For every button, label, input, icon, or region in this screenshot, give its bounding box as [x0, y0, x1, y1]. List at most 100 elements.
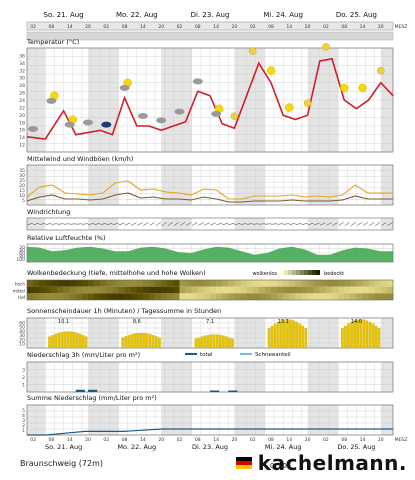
wind-arrow — [344, 222, 350, 226]
cloud-cell — [130, 293, 138, 300]
precip3h-title: Niederschlag 3h (mm/Liter pro m²) — [27, 351, 140, 359]
cloud-cell — [173, 293, 180, 300]
sunshine-bar — [368, 321, 372, 349]
sunshine-bar — [371, 323, 375, 349]
sunshine-bar — [84, 336, 88, 349]
sunshine-bar — [273, 323, 277, 349]
sunshine-bar — [194, 338, 198, 349]
humidity-area — [27, 246, 393, 262]
bottom-hour-tick: 02 — [177, 437, 183, 443]
cloud-cell — [332, 280, 339, 287]
precip-legend-total: total — [200, 352, 213, 358]
cloud-legend-swatch — [308, 270, 312, 275]
sunshine-bar — [280, 320, 283, 349]
winddir-title: Windrichtung — [27, 208, 70, 216]
sunshine-title: Sonnenscheindauer 1h (Minuten) / Tagessu… — [27, 307, 221, 315]
cloud-cell — [289, 293, 296, 300]
cloud-cell — [246, 286, 253, 294]
cloud-cell — [386, 280, 394, 287]
temperature-y-tick: 30 — [19, 76, 25, 82]
cloud-cell — [100, 293, 107, 300]
precip-legend-total-swatch — [185, 353, 197, 355]
precip3h-y-tick: 2 — [22, 375, 25, 381]
cloud-cell — [307, 293, 314, 300]
wind-arrow — [75, 223, 82, 225]
cloud-legend-right: bedeckt — [324, 271, 344, 277]
sunshine-bar — [60, 332, 64, 349]
cloud-cell — [57, 280, 64, 287]
sunshine-bar — [359, 319, 362, 349]
cloud-cell — [81, 280, 89, 287]
cloud-cell — [271, 286, 278, 294]
cloud-cell — [271, 280, 278, 287]
wind-arrow — [210, 222, 216, 226]
day-label: Mi. 24. Aug — [263, 11, 302, 19]
hour-tick: 08 — [122, 24, 128, 30]
sunshine-bar — [374, 325, 378, 349]
wind-arrow — [179, 222, 186, 226]
cloud-cell — [81, 286, 89, 294]
night-band — [161, 405, 192, 435]
humidity-y-tick: 60 — [19, 251, 25, 257]
cloud-cell — [264, 286, 272, 294]
panel-frame — [26, 279, 394, 301]
cloud-cell — [63, 280, 70, 287]
cloud-cell — [51, 293, 58, 300]
sunshine-daily-sum: 10.1 — [58, 319, 69, 325]
cloud-cell — [325, 286, 333, 294]
moon-icon — [322, 43, 330, 51]
wind-arrow — [39, 223, 46, 225]
bottom-hour-tick: 08 — [195, 437, 201, 443]
humidity-y-tick: 100 — [16, 257, 25, 263]
precipsum-y-tick: 3 — [22, 418, 25, 424]
cloud-legend-swatch — [284, 270, 288, 275]
cloud-cell — [51, 286, 58, 294]
night-band — [161, 165, 192, 205]
sunshine-bar — [344, 325, 347, 349]
cloud-cell — [81, 293, 89, 300]
wind-arrow — [185, 222, 192, 226]
sun-icon — [266, 66, 276, 75]
cloud-cell — [301, 293, 308, 300]
cloud-cell — [33, 293, 40, 300]
sunshine-y-tick: 20 — [19, 337, 25, 343]
wind-arrow — [143, 222, 149, 226]
hour-tick: 20 — [232, 24, 238, 30]
wind-arrow — [33, 222, 40, 226]
cloud-cell — [136, 286, 144, 294]
cloud-cell — [234, 280, 241, 287]
cloud-icon — [46, 97, 57, 104]
cloud-cell — [33, 280, 40, 287]
bottom-hour-tick: 14 — [213, 437, 219, 443]
panel-frame — [26, 164, 394, 206]
cloud-row-label: tief — [18, 295, 25, 300]
wind-arrow — [216, 222, 223, 226]
hour-tick: 02 — [177, 24, 183, 30]
wind-arrow — [155, 222, 161, 226]
cloud-cell — [368, 286, 375, 294]
night-band — [380, 405, 393, 435]
wind-y-tick: 5 — [22, 198, 25, 204]
wind-arrow — [277, 223, 284, 225]
cloud-cell — [264, 293, 272, 300]
moon-icon — [248, 47, 257, 55]
cloud-cell — [130, 280, 138, 287]
temperature-y-tick: 12 — [19, 143, 25, 149]
precip3h-y-tick: 3 — [22, 368, 25, 374]
wind-arrow — [234, 223, 241, 225]
cloud-cell — [100, 286, 107, 294]
wind-arrow — [246, 223, 253, 225]
temperature-y-tick: 26 — [19, 91, 25, 97]
cloud-cell — [27, 280, 34, 287]
precip-bar — [88, 389, 98, 392]
sunshine-bar — [222, 335, 225, 349]
cloud-cell — [112, 293, 119, 300]
wind-arrow — [118, 222, 125, 226]
precipsum-line — [27, 428, 393, 436]
cloud-cell — [313, 293, 321, 300]
bottom-hour-tick: 20 — [305, 437, 311, 443]
precipsum-y-tick: 1 — [22, 428, 25, 434]
cloud-icon — [64, 121, 75, 128]
cloud-cell — [27, 293, 34, 300]
cloud-cell — [45, 293, 52, 300]
